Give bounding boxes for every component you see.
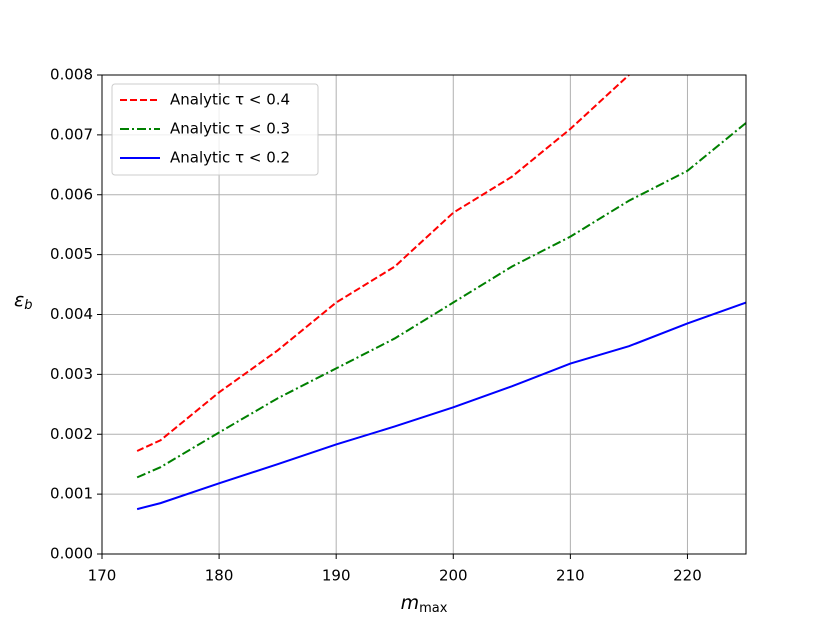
x-tick-label: 180 [205,567,234,585]
y-tick-label: 0.007 [50,125,93,143]
y-tick-label: 0.008 [50,66,93,84]
y-tick-label: 0.004 [50,305,93,323]
x-label-subscript: max [419,601,448,616]
plot-frame [101,74,747,555]
legend-label: Analytic τ < 0.2 [170,149,290,167]
x-label-symbol: m [401,592,420,614]
y-tick-label: 0.001 [50,485,93,503]
x-tick-label: 170 [88,567,117,585]
y-label-subscript: b [24,298,32,313]
y-label-symbol: ε [14,289,24,311]
y-tick-label: 0.000 [50,545,93,563]
x-tick-label: 210 [556,567,585,585]
y-axis-label: εb [14,289,33,313]
y-tick-label: 0.005 [50,245,93,263]
legend-label: Analytic τ < 0.3 [170,120,290,138]
y-tick-label: 0.003 [50,365,93,383]
lines [136,75,746,511]
x-tick-label: 200 [439,567,468,585]
series-line [136,122,746,479]
legend-label: Analytic τ < 0.4 [170,91,290,109]
legend-box [111,83,319,176]
y-tick-label: 0.006 [50,185,93,203]
series-line [136,301,746,511]
x-tick-label: 220 [673,567,702,585]
x-tick-label: 190 [322,567,351,585]
legend: Analytic τ < 0.4 Analytic τ < 0.3 Analytic… [111,83,319,176]
x-axis-label: mmax [401,592,448,616]
series-line [136,75,631,452]
y-tick-label: 0.002 [50,425,93,443]
